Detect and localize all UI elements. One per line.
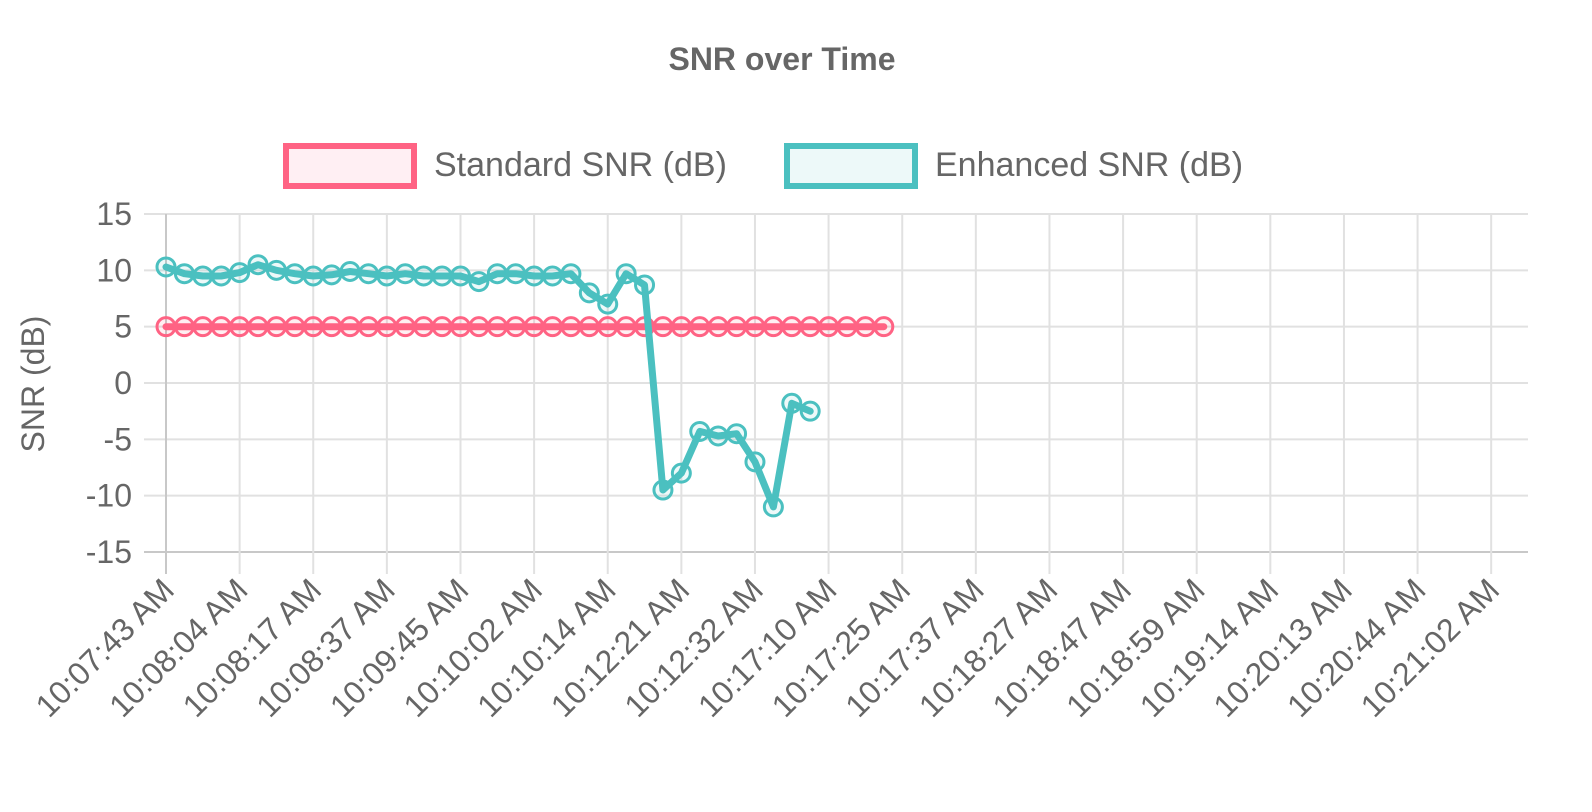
data-point-1 bbox=[173, 263, 195, 285]
y-tick-label: 10 bbox=[96, 252, 132, 288]
data-point-1 bbox=[486, 263, 508, 285]
series-line-1 bbox=[162, 261, 814, 511]
data-point-0 bbox=[560, 316, 582, 338]
data-point-1 bbox=[376, 265, 398, 287]
data-point-1 bbox=[542, 265, 564, 287]
data-point-0 bbox=[284, 316, 306, 338]
y-tick-label: 5 bbox=[114, 309, 132, 345]
data-point-1 bbox=[523, 265, 545, 287]
data-point-0 bbox=[726, 316, 748, 338]
data-point-0 bbox=[431, 316, 453, 338]
data-point-1 bbox=[726, 423, 748, 445]
data-point-1 bbox=[247, 254, 269, 276]
legend-label-standard: Standard SNR (dB) bbox=[434, 146, 727, 184]
chart-title: SNR over Time bbox=[668, 41, 895, 77]
legend-item-enhanced[interactable]: Enhanced SNR (dB) bbox=[784, 143, 1243, 189]
data-point-1 bbox=[357, 263, 379, 285]
data-point-1 bbox=[634, 274, 656, 296]
y-tick-label: -15 bbox=[86, 534, 132, 570]
data-point-0 bbox=[818, 316, 840, 338]
data-point-1 bbox=[762, 496, 784, 518]
legend-swatch-standard bbox=[283, 143, 417, 189]
data-point-0 bbox=[192, 316, 214, 338]
y-tick-label: 15 bbox=[96, 196, 132, 232]
data-point-0 bbox=[339, 316, 361, 338]
data-point-0 bbox=[670, 316, 692, 338]
data-point-0 bbox=[744, 316, 766, 338]
data-point-0 bbox=[523, 316, 545, 338]
data-point-0 bbox=[376, 316, 398, 338]
data-point-0 bbox=[781, 316, 803, 338]
data-point-0 bbox=[302, 316, 324, 338]
data-point-0 bbox=[265, 316, 287, 338]
data-point-0 bbox=[321, 316, 343, 338]
y-axis-title: SNR (dB) bbox=[15, 316, 51, 453]
y-axis-ticks: 15 10 5 0 -5 -10 -15 bbox=[86, 196, 132, 570]
data-point-0 bbox=[486, 316, 508, 338]
data-point-1 bbox=[284, 263, 306, 285]
data-point-0 bbox=[652, 316, 674, 338]
data-point-1 bbox=[413, 265, 435, 287]
legend-label-enhanced: Enhanced SNR (dB) bbox=[935, 146, 1243, 184]
data-point-0 bbox=[542, 316, 564, 338]
data-point-0 bbox=[155, 316, 177, 338]
data-point-0 bbox=[449, 316, 471, 338]
data-point-0 bbox=[247, 316, 269, 338]
data-point-0 bbox=[836, 316, 858, 338]
data-point-1 bbox=[597, 293, 619, 315]
legend: Standard SNR (dB) Enhanced SNR (dB) bbox=[283, 143, 1243, 189]
data-point-1 bbox=[321, 264, 343, 286]
series-layer bbox=[155, 254, 895, 518]
data-point-1 bbox=[578, 282, 600, 304]
y-tick-label: -5 bbox=[104, 421, 132, 457]
data-point-1 bbox=[781, 392, 803, 414]
y-tick-label: -10 bbox=[86, 478, 132, 514]
data-point-0 bbox=[394, 316, 416, 338]
data-point-0 bbox=[799, 316, 821, 338]
data-point-1 bbox=[744, 451, 766, 473]
data-point-1 bbox=[302, 265, 324, 287]
data-point-0 bbox=[854, 316, 876, 338]
data-point-1 bbox=[652, 479, 674, 501]
data-point-0 bbox=[873, 316, 895, 338]
data-point-0 bbox=[468, 316, 490, 338]
data-point-1 bbox=[799, 400, 821, 422]
data-point-1 bbox=[560, 263, 582, 285]
data-point-1 bbox=[394, 263, 416, 285]
data-point-0 bbox=[578, 316, 600, 338]
data-point-0 bbox=[707, 316, 729, 338]
legend-swatch-enhanced bbox=[784, 143, 918, 189]
data-point-1 bbox=[468, 271, 490, 293]
data-point-1 bbox=[707, 425, 729, 447]
data-point-0 bbox=[229, 316, 251, 338]
data-point-0 bbox=[615, 316, 637, 338]
data-point-0 bbox=[210, 316, 232, 338]
data-point-1 bbox=[339, 260, 361, 282]
data-point-1 bbox=[192, 265, 214, 287]
data-point-0 bbox=[357, 316, 379, 338]
data-point-1 bbox=[229, 262, 251, 284]
legend-item-standard[interactable]: Standard SNR (dB) bbox=[283, 143, 727, 189]
data-point-1 bbox=[670, 462, 692, 484]
data-point-1 bbox=[449, 265, 471, 287]
data-point-0 bbox=[597, 316, 619, 338]
data-point-0 bbox=[413, 316, 435, 338]
data-point-1 bbox=[615, 263, 637, 285]
data-point-0 bbox=[505, 316, 527, 338]
data-point-1 bbox=[431, 265, 453, 287]
data-point-1 bbox=[265, 259, 287, 281]
y-tick-label: 0 bbox=[114, 365, 132, 401]
data-point-1 bbox=[689, 420, 711, 442]
data-point-0 bbox=[173, 316, 195, 338]
data-point-1 bbox=[210, 265, 232, 287]
data-point-0 bbox=[762, 316, 784, 338]
data-point-0 bbox=[689, 316, 711, 338]
data-point-1 bbox=[505, 263, 527, 285]
data-point-1 bbox=[155, 256, 177, 278]
